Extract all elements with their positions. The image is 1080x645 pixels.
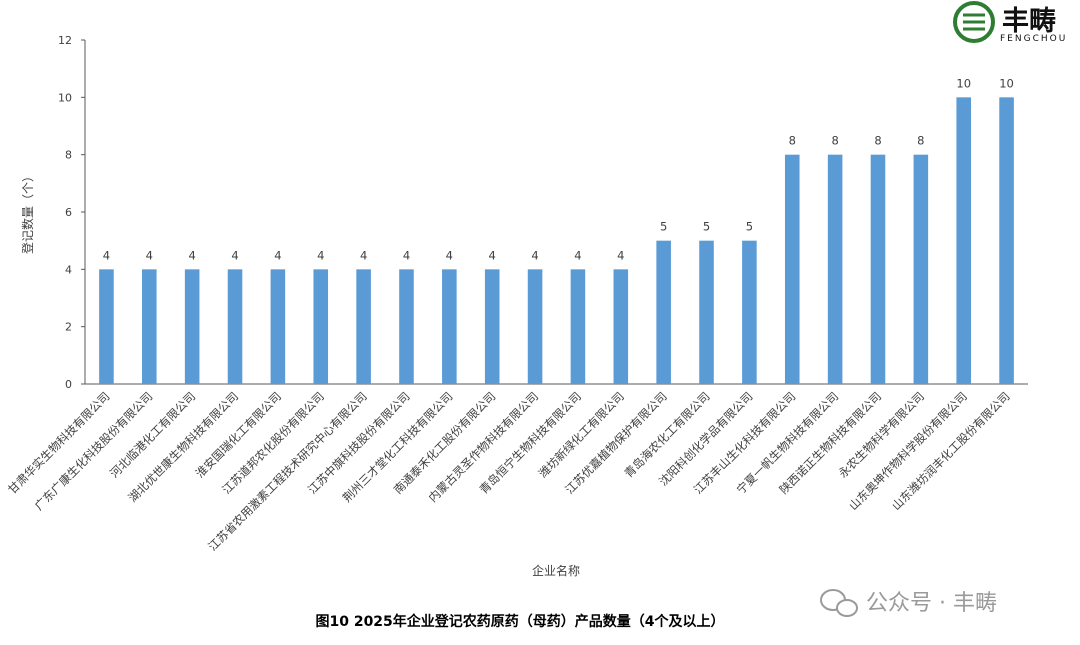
bar	[956, 97, 971, 384]
bar	[484, 269, 500, 384]
logo-leaf-icon	[963, 13, 985, 31]
y-tick-label: 4	[65, 263, 72, 276]
wechat-watermark: 公众号 · 丰畴	[820, 589, 997, 617]
y-tick-label: 0	[65, 378, 72, 391]
bar-data-label: 4	[531, 248, 538, 262]
bar-data-label: 4	[317, 248, 324, 262]
bar	[570, 269, 586, 384]
figure-caption: 图10 2025年企业登记农药原药（母药）产品数量（4个及以上）	[315, 613, 724, 630]
y-tick-label: 12	[58, 34, 72, 47]
bar	[827, 154, 843, 384]
bar-data-label: 10	[956, 76, 971, 90]
bar-data-label: 4	[446, 248, 453, 262]
brand-logo: 丰畴 FENGCHOU	[953, 1, 1067, 44]
bar	[999, 97, 1014, 384]
bar-data-label: 4	[188, 248, 195, 262]
y-axis-ticks: 0 2 4 6 8 10 12	[58, 34, 85, 391]
bar-data-label: 4	[403, 248, 410, 262]
bar-data-label: 4	[103, 248, 110, 262]
bar-data-label: 8	[874, 134, 881, 148]
bar	[742, 240, 757, 384]
bar	[356, 269, 371, 384]
bar	[227, 269, 243, 384]
bar-data-label: 4	[231, 248, 238, 262]
y-tick-label: 6	[65, 206, 72, 219]
bar	[613, 269, 629, 384]
bar-data-label: 4	[574, 248, 581, 262]
bar-data-label: 8	[831, 134, 838, 148]
bar-data-label: 4	[146, 248, 153, 262]
logo-name-en: FENGCHOU	[1000, 34, 1067, 44]
x-axis-title: 企业名称	[532, 563, 580, 578]
y-tick-label: 10	[58, 91, 72, 104]
bar-data-label: 8	[917, 134, 924, 148]
bar	[184, 269, 200, 384]
bar-data-label: 4	[360, 248, 367, 262]
bar	[913, 154, 929, 384]
bar-data-label: 5	[746, 220, 753, 234]
bar	[784, 154, 800, 384]
logo-name-cn: 丰畴	[1002, 6, 1056, 37]
bar-data-label: 5	[703, 220, 710, 234]
y-axis-title: 登记数量（个）	[20, 170, 35, 254]
y-tick-label: 2	[65, 321, 72, 334]
bar	[442, 269, 457, 384]
bar	[527, 269, 543, 384]
watermark-text: 公众号 · 丰畴	[866, 591, 997, 616]
bar-data-label: 4	[617, 248, 624, 262]
bar	[142, 269, 157, 384]
bar-series	[99, 97, 1014, 384]
bar	[699, 240, 714, 384]
bar	[656, 240, 671, 384]
data-labels: 4 4 4 4 4 4 4 4 4 4 4 4 4 5 5 5 8 8 8 8 10 10	[103, 76, 1014, 262]
bar	[399, 269, 414, 384]
logo-ring-icon	[953, 1, 995, 43]
bar-data-label: 4	[489, 248, 496, 262]
bar-data-label: 8	[789, 134, 796, 148]
y-tick-label: 8	[65, 149, 72, 162]
bar	[313, 269, 329, 384]
bar-data-label: 4	[274, 248, 281, 262]
x-axis-categories: 甘肃华实生物科技有限公司广东广康生化科技股份有限公司河北临港化工有限公司湖北优世…	[5, 389, 1013, 553]
x-category-label: 江苏省农用激素工程技术研究中心有限公司	[205, 389, 369, 553]
bar-data-label: 10	[999, 76, 1014, 90]
bar-data-label: 5	[660, 220, 667, 234]
wechat-icon	[820, 589, 858, 617]
bar	[99, 269, 114, 384]
bar	[270, 269, 286, 384]
bar	[870, 154, 886, 384]
